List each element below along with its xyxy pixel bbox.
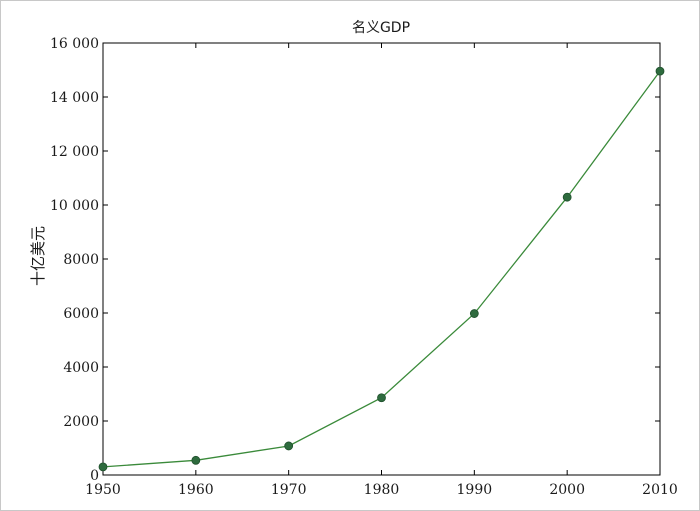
- y-axis-label: 十亿美元: [29, 226, 47, 286]
- gdp-data-point: [655, 66, 665, 76]
- gdp-data-point: [562, 192, 572, 202]
- x-tick-label: 1980: [364, 482, 400, 498]
- x-tick-label: 1970: [271, 482, 307, 498]
- y-axis: 0 2000 4000 6000 8000 10 000 12 000 14 000 16 00…: [50, 36, 660, 484]
- chart-title: 名义GDP: [352, 20, 410, 36]
- x-axis: 1950 1960 1970 1980 1990 2000 2010: [85, 43, 678, 498]
- y-tick-label: 2000: [63, 414, 99, 430]
- y-tick-label: 10 000: [50, 198, 99, 214]
- gdp-data-point: [469, 309, 479, 318]
- gdp-data-point: [284, 441, 294, 451]
- plot-area: [102, 42, 661, 476]
- x-tick-label: 2010: [642, 482, 678, 498]
- x-tick-label: 2000: [549, 482, 585, 498]
- y-tick-label: 4000: [63, 360, 99, 376]
- gdp-data-point: [98, 462, 108, 472]
- x-tick-label: 1960: [178, 482, 214, 498]
- y-tick-label: 8000: [63, 252, 99, 268]
- x-tick-label: 1950: [85, 482, 121, 498]
- series-layer: [98, 66, 665, 472]
- x-tick-label: 1990: [457, 482, 493, 498]
- gdp-data-point: [191, 455, 201, 465]
- y-tick-label: 14 000: [50, 90, 99, 106]
- gdp-data-point: [377, 393, 386, 403]
- y-tick-label: 6000: [63, 306, 99, 322]
- y-tick-label: 16 000: [50, 36, 99, 52]
- y-tick-label: 12 000: [50, 144, 99, 160]
- y-tick-label: 0: [90, 468, 99, 484]
